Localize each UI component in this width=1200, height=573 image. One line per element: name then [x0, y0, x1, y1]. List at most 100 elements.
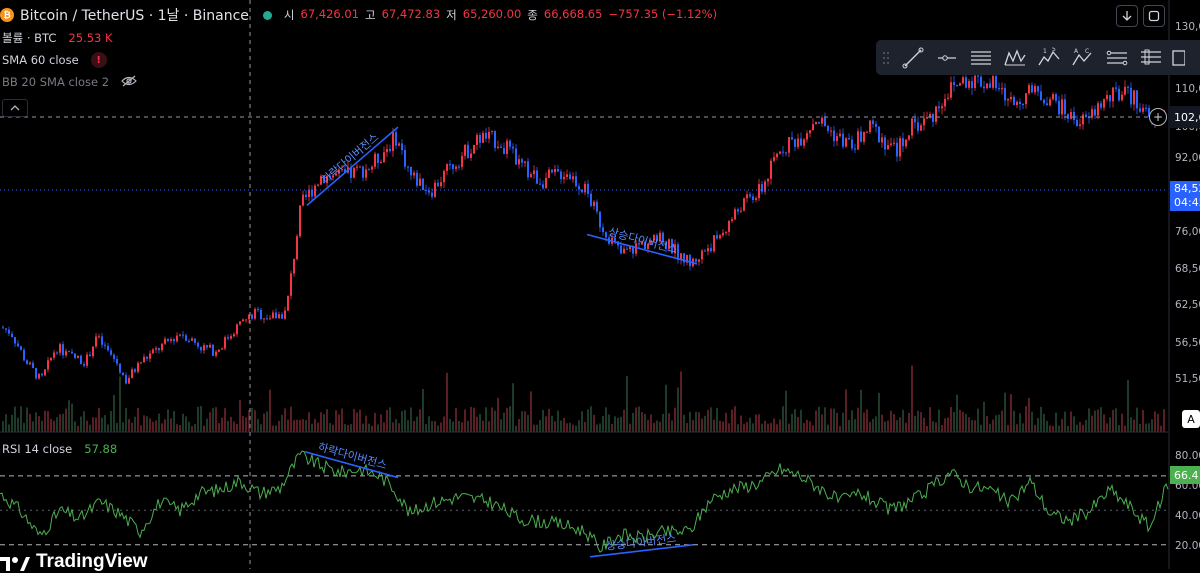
candle-body [137, 362, 139, 372]
candle-body [689, 254, 691, 267]
collapse-legend-button[interactable] [2, 99, 28, 117]
candle-body [620, 245, 622, 254]
candle-body [875, 123, 877, 127]
sma-legend[interactable]: SMA 60 close ! [2, 51, 107, 69]
add-alert-icon[interactable]: + [1149, 108, 1167, 126]
candle-body [944, 98, 946, 107]
volume-bar [533, 424, 535, 432]
tradingview-watermark[interactable]: TradingView [0, 551, 148, 573]
volume-bar [572, 424, 574, 432]
volume-bar [434, 421, 436, 432]
volume-legend[interactable]: 볼륨 · BTC 25.53 K [2, 29, 113, 47]
candle-body [809, 130, 811, 134]
volume-bar [1106, 423, 1108, 432]
volume-bar [353, 409, 355, 432]
candle-body [431, 192, 433, 197]
watermark-text: TradingView [36, 551, 148, 572]
volume-bar [254, 410, 256, 432]
price-tick-label: 130,0 [1175, 21, 1200, 33]
auto-scale-button[interactable]: A [1182, 410, 1200, 428]
candle-body [1004, 87, 1006, 101]
volume-bar [491, 407, 493, 432]
volume-bar [782, 406, 784, 432]
candle-body [1007, 99, 1009, 101]
candle-body [26, 360, 28, 365]
volume-bar [719, 420, 721, 432]
volume-bar [317, 422, 319, 432]
pattern-tool-icon[interactable] [998, 43, 1032, 73]
volume-bar [359, 409, 361, 432]
candle-body [1112, 87, 1114, 102]
candle-body [1103, 99, 1105, 108]
volume-bar [1019, 413, 1021, 432]
volume-bar [170, 418, 172, 432]
candle-body [839, 133, 841, 137]
date-range-tool-icon[interactable] [1100, 43, 1134, 73]
volume-bar [845, 389, 847, 432]
volume-bar [626, 375, 628, 432]
rsi-legend[interactable]: RSI 14 close 57.88 [2, 440, 117, 458]
volume-bar [20, 406, 22, 432]
bb-legend[interactable]: BB 20 SMA close 2 [2, 73, 137, 91]
candle-body [962, 77, 964, 84]
drag-handle-icon[interactable] [876, 43, 896, 73]
candle-body [380, 162, 382, 164]
candle-body [161, 343, 163, 351]
candle-body [236, 324, 238, 335]
volume-bar [578, 420, 580, 432]
candle-body [1025, 93, 1027, 105]
volume-bar [710, 407, 712, 432]
volume-bar [197, 406, 199, 432]
candle-body [752, 196, 754, 201]
candle-body [320, 176, 322, 185]
volume-bar [662, 413, 664, 432]
horizontal-ray-tool-icon[interactable] [930, 43, 964, 73]
ohlc-low: 65,260.00 [462, 7, 522, 21]
volume-bar [584, 421, 586, 432]
volume-bar [641, 412, 643, 432]
candle-body [449, 164, 451, 166]
volume-bar [788, 423, 790, 432]
candle-body [1034, 85, 1036, 93]
volume-bar [80, 416, 82, 432]
fullscreen-button[interactable] [1143, 5, 1165, 27]
candle-body [716, 235, 718, 239]
candle-body [359, 166, 361, 168]
volume-bar [521, 411, 523, 432]
volume-bar [1157, 413, 1159, 432]
candle-body [95, 336, 97, 347]
error-icon[interactable]: ! [90, 52, 107, 68]
ohlc-readout: 시 67,426.01 고 67,472.83 저 65,260.00 종 66,668… [284, 7, 717, 23]
symbol-title[interactable]: Bitcoin / TetherUS · 1날 · Binance [20, 8, 249, 24]
volume-bar [137, 407, 139, 432]
volume-bar [554, 421, 556, 432]
fib-retracement-tool-icon[interactable] [1134, 43, 1168, 73]
volume-bar [461, 422, 463, 432]
candle-body [761, 184, 763, 192]
candle-body [221, 348, 223, 350]
rsi-line [0, 450, 1169, 553]
candle-body [1037, 85, 1039, 92]
candle-body [503, 148, 505, 154]
scroll-down-button[interactable] [1116, 5, 1138, 27]
candle-body [479, 134, 481, 143]
candle-body [686, 254, 688, 263]
hidden-eye-icon[interactable] [121, 75, 137, 90]
parallel-channel-tool-icon[interactable] [964, 43, 998, 73]
rectangle-tool-icon[interactable] [1168, 43, 1188, 73]
candle-body [902, 138, 904, 147]
candle-body [296, 236, 298, 260]
candle-body [518, 159, 520, 165]
trend-line-tool-icon[interactable] [896, 43, 930, 73]
candle-body [1052, 94, 1054, 100]
rsi-current-label: 66.4 [1170, 466, 1200, 484]
last-price-value: 84,52 [1174, 182, 1200, 195]
volume-bar [596, 424, 598, 432]
volume-bar [59, 414, 61, 432]
